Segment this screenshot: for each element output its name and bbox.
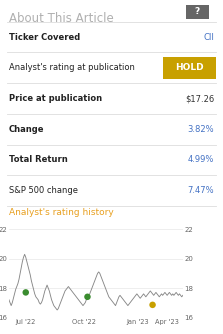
Point <box>86 294 89 300</box>
Text: ?: ? <box>195 7 200 16</box>
Text: S&P 500 change: S&P 500 change <box>9 186 78 195</box>
Text: Price at publication: Price at publication <box>9 94 102 103</box>
Text: $17.26: $17.26 <box>185 94 214 103</box>
Text: Change: Change <box>9 125 44 134</box>
Text: About This Article: About This Article <box>9 12 114 25</box>
Text: 4.99%: 4.99% <box>188 156 214 164</box>
Text: HOLD: HOLD <box>175 63 204 72</box>
Text: 7.47%: 7.47% <box>188 186 214 195</box>
Text: 3.82%: 3.82% <box>188 125 214 134</box>
Text: Total Return: Total Return <box>9 156 68 164</box>
Text: Analyst's rating history: Analyst's rating history <box>9 208 114 217</box>
Text: Ticker Covered: Ticker Covered <box>9 33 80 41</box>
Point <box>151 302 154 308</box>
Text: Analyst's rating at publication: Analyst's rating at publication <box>9 63 135 72</box>
Text: CII: CII <box>203 33 214 41</box>
Point <box>24 290 27 295</box>
